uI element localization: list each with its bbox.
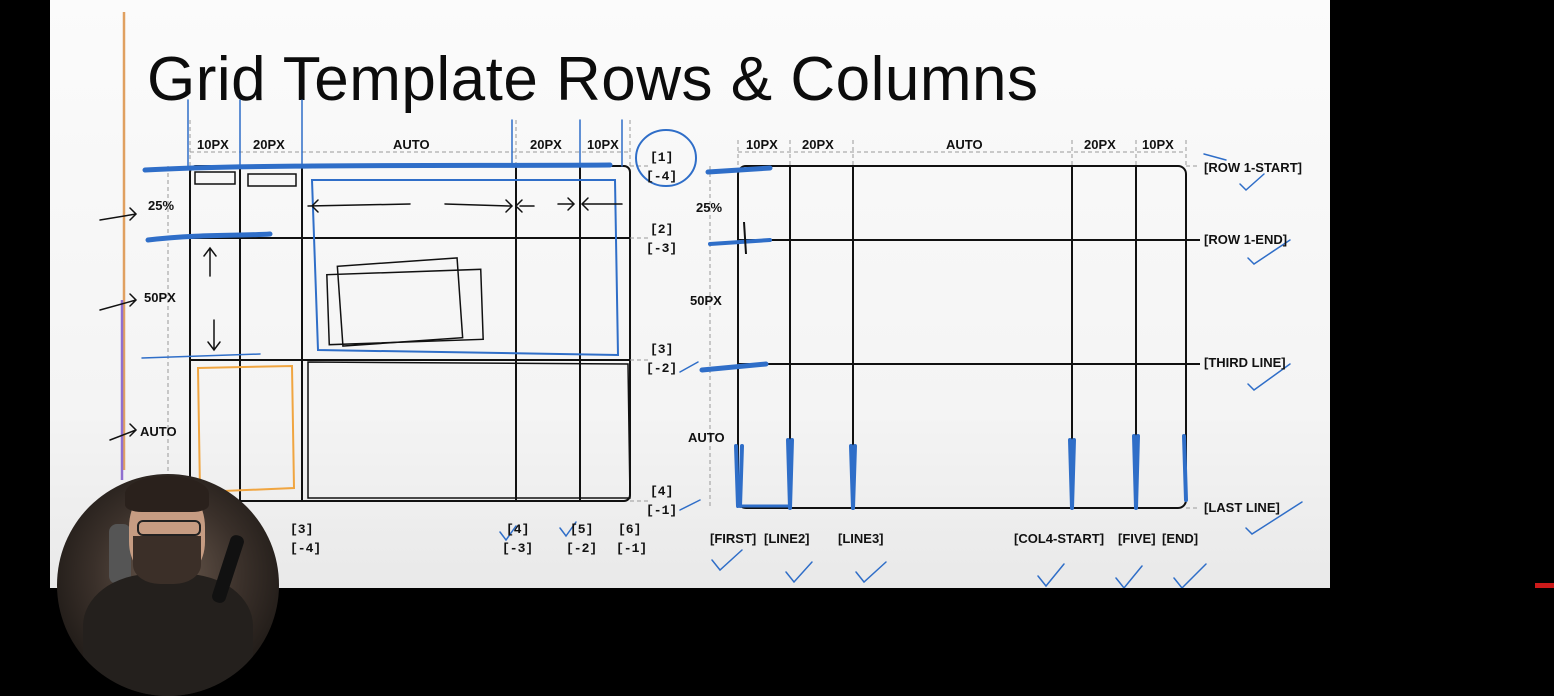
grid-diagram: 10PX 20PX AUTO 20PX 10PX 25% 50PX AUTO [… <box>99 12 1303 588</box>
right-col-size-label: 20PX <box>802 137 834 152</box>
video-progress-marker <box>1535 583 1554 588</box>
right-grid-guides <box>709 140 1200 509</box>
webcam-hair <box>125 476 209 512</box>
right-col-line-name: [END] <box>1162 531 1198 546</box>
right-col-size-label: 20PX <box>1084 137 1116 152</box>
orange-sketch-box <box>196 364 296 494</box>
left-col-line-number: [3] <box>290 522 313 537</box>
left-col-size-label: 10PX <box>197 137 229 152</box>
right-col-size-label: AUTO <box>946 137 983 152</box>
right-row-size-label: 50PX <box>690 293 722 308</box>
right-row-size-label: 25% <box>696 200 722 215</box>
slide-title: Grid Template Rows & Columns <box>147 45 1039 114</box>
presenter-webcam <box>57 474 279 696</box>
left-grid-frame <box>189 165 631 502</box>
left-col-size-label: 10PX <box>587 137 619 152</box>
right-grid <box>737 165 1200 509</box>
left-row-line-number: [4] <box>650 484 673 499</box>
right-col-line-name: [LINE3] <box>838 531 884 546</box>
right-col-size-label: 10PX <box>746 137 778 152</box>
right-row-line-name: [ROW 1-START] <box>1204 160 1302 175</box>
right-row-line-name: [THIRD LINE] <box>1204 355 1286 370</box>
left-blue-marks <box>141 99 701 542</box>
left-row-size-label: 25% <box>148 198 174 213</box>
left-col-line-number: [-2] <box>566 541 597 556</box>
slide-canvas: Grid Template Rows & Columns <box>50 0 1330 588</box>
right-col-line-name: [LINE2] <box>764 531 810 546</box>
left-col-size-label: 20PX <box>253 137 285 152</box>
left-row-line-number: [-4] <box>646 169 677 184</box>
left-col-line-number: [4] <box>506 522 529 537</box>
left-col-size-label: 20PX <box>530 137 562 152</box>
right-grid-frame <box>737 165 1187 509</box>
left-col-size-label: AUTO <box>393 137 430 152</box>
left-row-line-number: [-2] <box>646 361 677 376</box>
left-col-line-number: [-3] <box>502 541 533 556</box>
webcam-glasses <box>137 520 201 536</box>
right-row-line-name: [ROW 1-END] <box>1204 232 1287 247</box>
left-grid <box>189 165 631 502</box>
left-col-line-number: [6] <box>618 522 641 537</box>
left-col-line-number: [5] <box>570 522 593 537</box>
webcam-chair <box>109 524 131 584</box>
left-sketches <box>99 171 631 499</box>
left-row-line-number: [1] <box>650 150 673 165</box>
right-col-line-name: [FIRST] <box>710 531 756 546</box>
right-col-line-name: [FIVE] <box>1118 531 1156 546</box>
right-col-line-name: [COL4-START] <box>1014 531 1104 546</box>
webcam-beard <box>133 536 201 584</box>
right-row-line-name: [LAST LINE] <box>1204 500 1280 515</box>
left-row-line-number: [-3] <box>646 241 677 256</box>
left-row-line-number: [2] <box>650 222 673 237</box>
left-row-size-label: AUTO <box>140 424 177 439</box>
left-col-line-number: [-1] <box>616 541 647 556</box>
right-row-size-label: AUTO <box>688 430 725 445</box>
right-sketch-tick <box>743 221 747 255</box>
left-col-line-number: [-4] <box>290 541 321 556</box>
left-row-line-number: [3] <box>650 342 673 357</box>
right-col-size-label: 10PX <box>1142 137 1174 152</box>
left-row-size-label: 50PX <box>144 290 176 305</box>
left-row-line-number: [-1] <box>646 503 677 518</box>
right-blue-marks <box>699 153 1303 588</box>
